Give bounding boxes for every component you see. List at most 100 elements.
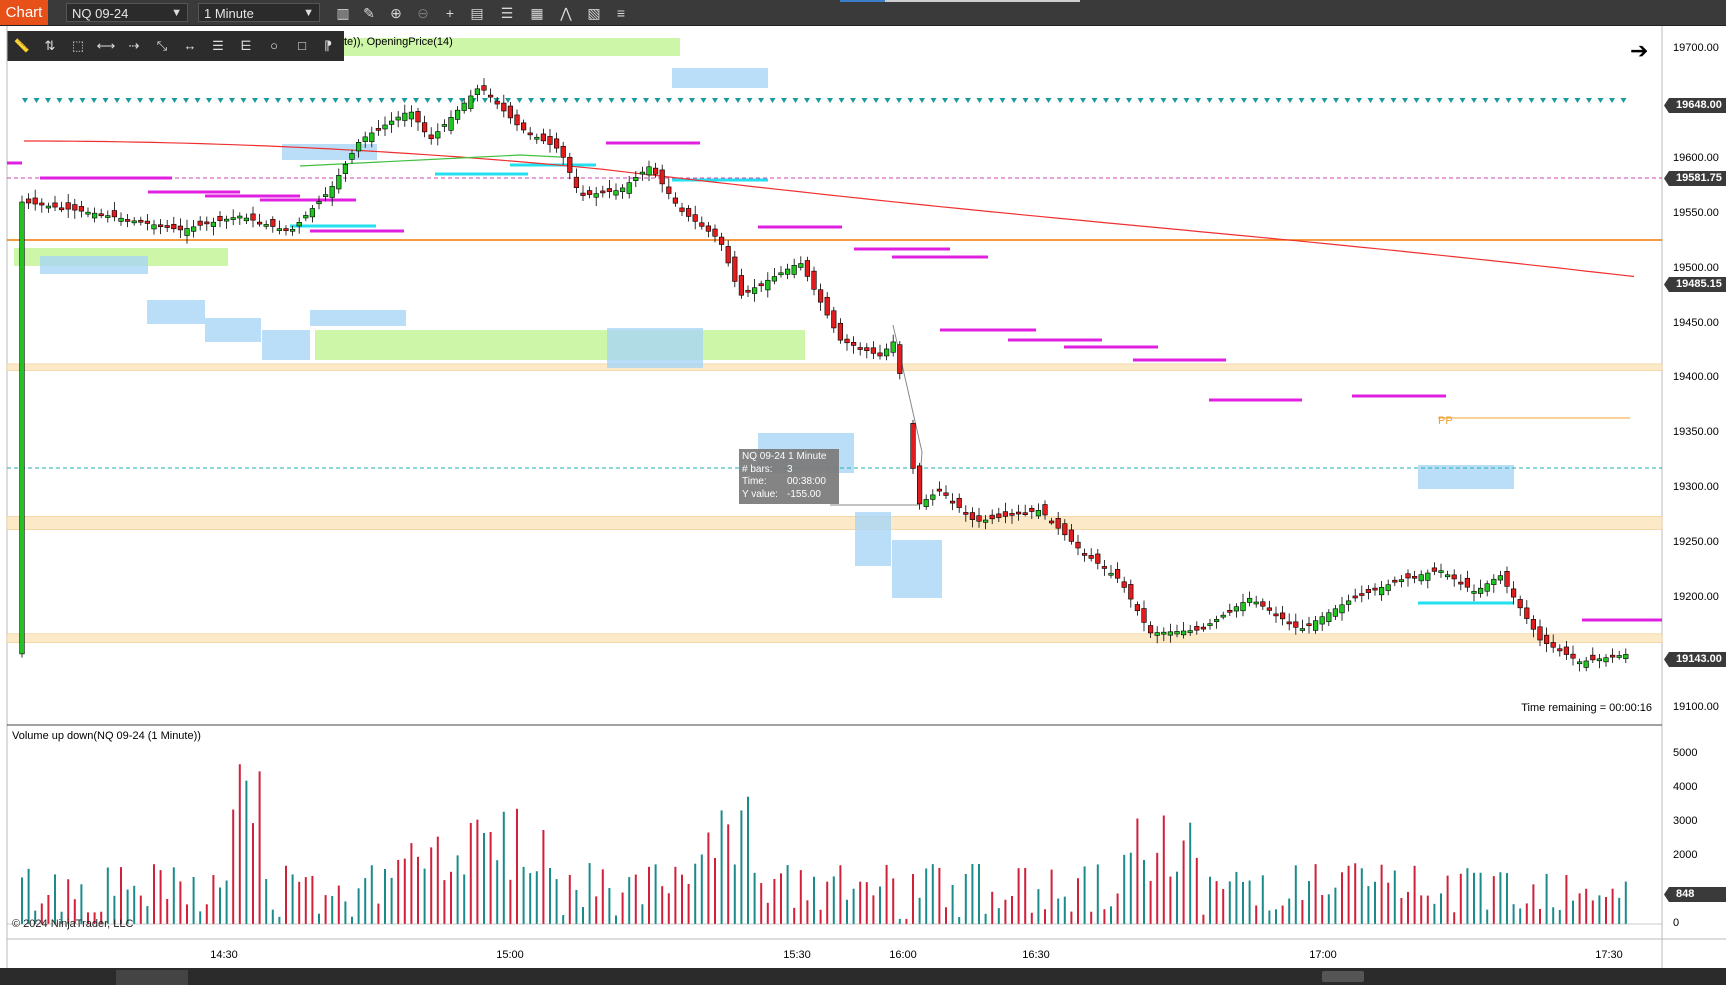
candle-body xyxy=(1022,512,1028,516)
static-overlays xyxy=(6,38,1663,643)
candle-body xyxy=(936,488,942,492)
candle-body xyxy=(520,122,527,131)
chart-tab[interactable]: Chart xyxy=(0,0,48,25)
x-tick: 17:00 xyxy=(1309,949,1337,961)
y-tick: 19500.00 xyxy=(1673,262,1719,274)
tooltip-time-key: Time: xyxy=(742,476,767,487)
candle-body xyxy=(1002,511,1008,517)
marker-triangle xyxy=(1471,98,1477,103)
marker-triangle xyxy=(252,98,258,103)
list-icon[interactable]: ≡ xyxy=(616,5,626,21)
liquidity-block xyxy=(205,318,261,342)
candle-body xyxy=(1313,620,1319,631)
x-tick: 14:30 xyxy=(210,949,238,961)
candle-body xyxy=(540,133,546,142)
bar-type-icon[interactable]: ▥ xyxy=(336,5,350,21)
tooltip-bars-key: # bars: xyxy=(742,463,773,475)
candle-body xyxy=(1352,595,1358,599)
candle-body xyxy=(1319,616,1325,625)
region-icon[interactable]: ⬚ xyxy=(71,38,85,53)
risk-reward-icon[interactable]: ⇅ xyxy=(44,38,56,53)
marker-triangle xyxy=(459,98,465,103)
marker-triangle xyxy=(631,98,638,103)
price-label-top-line: 19648.00 xyxy=(1664,98,1726,113)
marker-triangle xyxy=(1620,98,1627,103)
candle-body xyxy=(718,236,725,245)
marker-triangle xyxy=(620,98,626,103)
candle-body xyxy=(553,138,560,149)
candle-body xyxy=(105,215,111,218)
tooltip-yvalue-value: -155.00 xyxy=(787,488,821,500)
candle-body xyxy=(844,338,850,344)
volume-indicator-label: Volume up down(NQ 09-24 (1 Minute)) xyxy=(12,730,201,742)
pencil-icon[interactable]: ✎ xyxy=(363,5,375,21)
candle-body xyxy=(1141,608,1147,623)
marker-triangle xyxy=(723,98,730,103)
marker-triangle xyxy=(1597,98,1604,103)
marker-triangle xyxy=(666,98,672,103)
candle-body xyxy=(626,182,632,194)
candle-body xyxy=(784,268,791,275)
candle-body xyxy=(224,218,230,222)
ray-icon[interactable]: ⇢ xyxy=(128,38,140,53)
candle-body xyxy=(1530,619,1536,630)
marker-triangle xyxy=(689,98,695,103)
candle-body xyxy=(1214,619,1220,622)
instrument-selector[interactable]: NQ 09-24 ▼ xyxy=(66,3,188,22)
tooltip-yvalue-key: Y value: xyxy=(742,488,778,500)
line-icon[interactable]: ⟷ xyxy=(96,38,116,53)
candle-body xyxy=(92,212,98,219)
properties-icon[interactable]: ☰ xyxy=(500,5,514,21)
chevron-down-icon: ▼ xyxy=(171,7,182,19)
crosshair-icon[interactable]: + xyxy=(445,5,455,21)
candle-body xyxy=(52,202,58,208)
horizontal-line-icon[interactable]: ↔ xyxy=(183,38,197,53)
horizontal-scrollbar-thumb[interactable] xyxy=(1322,971,1364,982)
marker-triangle xyxy=(896,98,902,103)
gann-icon[interactable]: ⋿ xyxy=(240,38,252,53)
candle-body xyxy=(659,169,665,185)
candle-body xyxy=(1273,613,1279,617)
ellipse-icon[interactable]: ○ xyxy=(270,38,278,53)
strategies-icon[interactable]: ⋀ xyxy=(560,5,572,21)
candle-body xyxy=(382,124,388,130)
indicator-label: te)), OpeningPrice(14) xyxy=(344,36,453,48)
data-box-icon[interactable]: ▤ xyxy=(470,5,484,21)
candle-body xyxy=(1068,529,1074,542)
ruler-icon[interactable]: 📏 xyxy=(13,38,31,53)
rectangle-icon[interactable]: □ xyxy=(298,38,306,53)
candle-body xyxy=(369,132,375,143)
marker-triangle xyxy=(309,98,316,103)
price-label-last: 19143.00 xyxy=(1664,652,1726,667)
text-icon[interactable]: ⁋ xyxy=(323,38,333,53)
zoom-in-icon[interactable]: ⊕ xyxy=(390,5,402,21)
candle-body xyxy=(1075,541,1081,549)
marker-triangle xyxy=(539,98,546,103)
candle-body xyxy=(125,219,131,222)
candle-body xyxy=(138,219,144,223)
extended-line-icon[interactable]: ⤡ xyxy=(156,38,168,53)
candle-body xyxy=(256,221,263,225)
candle-body xyxy=(58,207,65,211)
indicators-icon[interactable]: ▧ xyxy=(587,5,601,21)
candle-body xyxy=(1240,602,1246,612)
marker-triangle xyxy=(999,98,1006,103)
candle-body xyxy=(771,276,777,282)
zoom-out-icon[interactable]: ⊖ xyxy=(417,5,429,21)
candle-body xyxy=(468,95,474,109)
candle-body xyxy=(151,224,157,230)
candle-body xyxy=(454,109,461,120)
arrow-right-icon[interactable]: ➔ xyxy=(1630,38,1649,63)
tab-strip xyxy=(885,0,1080,2)
fibonacci-icon[interactable]: ☰ xyxy=(212,38,224,53)
marker-triangle xyxy=(1298,98,1305,103)
candle-body xyxy=(883,348,890,357)
interval-selector[interactable]: 1 Minute ▼ xyxy=(198,3,320,22)
marker-triangle xyxy=(838,98,845,103)
marker-triangle xyxy=(1160,98,1167,103)
templates-icon[interactable]: ▦ xyxy=(530,5,544,21)
price-label-dashed-line: 19581.75 xyxy=(1664,171,1726,186)
candle-body xyxy=(1524,607,1530,619)
bottom-tab[interactable] xyxy=(116,970,188,985)
price-chart-canvas[interactable] xyxy=(0,26,1726,968)
